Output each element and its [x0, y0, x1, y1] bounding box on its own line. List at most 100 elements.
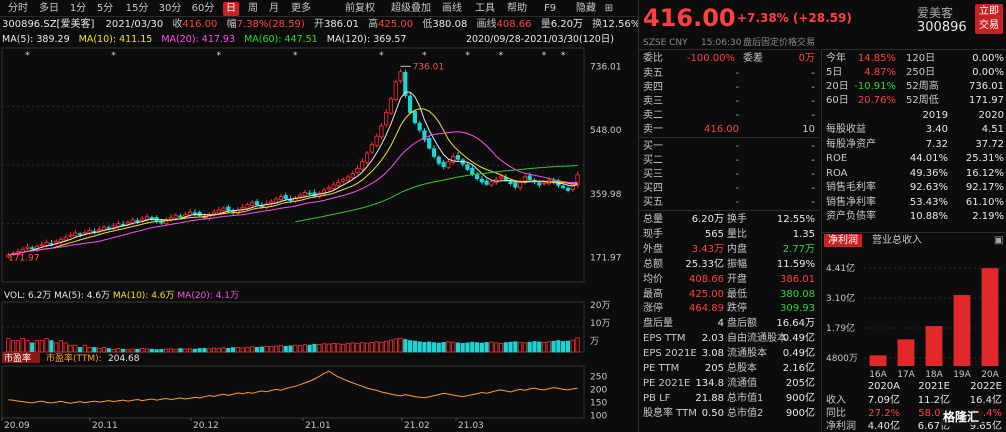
candle — [341, 179, 346, 182]
candle — [245, 204, 250, 209]
stat-label: 盘后量 — [643, 318, 673, 330]
stat-value: 134.8 — [695, 377, 724, 389]
candle — [336, 181, 341, 187]
candle — [125, 221, 130, 225]
collapse-icon[interactable]: ⊞ — [604, 3, 614, 14]
tab-daily[interactable]: 日 — [223, 2, 239, 16]
brand-watermark: 格隆汇 — [940, 408, 983, 425]
high-value: 425.00 — [378, 19, 414, 30]
stat-value: 386.01 — [780, 273, 815, 285]
candle — [527, 175, 532, 180]
stat-value: 309.93 — [780, 303, 815, 315]
event-marker: * — [25, 51, 30, 61]
tab-more[interactable]: 更多 — [291, 3, 311, 14]
volume-bar — [321, 343, 327, 353]
stock-name: 爱美客 — [917, 6, 954, 20]
volume-bar — [20, 337, 25, 353]
candle — [82, 232, 87, 235]
fin-label: 资产负债率 — [826, 211, 876, 222]
fin-value: 16.12% — [965, 167, 1004, 179]
volume-legend: VOL: 6.2万 MA(5): 4.6万 MA(10): 4.6万 MA(20… — [4, 291, 239, 301]
tab-60min[interactable]: 60分 — [191, 3, 215, 14]
price-frame — [1, 47, 585, 283]
tab-timeshare[interactable]: 分时 — [8, 3, 28, 14]
stat-label: PE 2021E — [643, 377, 691, 389]
volume-bar — [293, 344, 298, 353]
candle — [278, 196, 284, 200]
stat-label: 股息率 TTM — [643, 407, 697, 419]
hide-button[interactable]: 隐藏 — [576, 3, 596, 14]
adjust-forward-button[interactable]: 前复权 — [345, 3, 375, 14]
candle — [422, 130, 427, 140]
volume-bar — [407, 340, 413, 353]
tab-5min[interactable]: 5分 — [96, 3, 114, 14]
forecast-year: 2020A — [867, 381, 900, 392]
candle — [355, 167, 360, 173]
bid-volume: - — [811, 197, 815, 208]
ask-label: 卖四 — [643, 82, 663, 93]
bar — [869, 355, 887, 366]
tab-multiday[interactable]: 多日 — [39, 3, 59, 14]
volume-bar — [274, 345, 279, 353]
candle — [30, 247, 35, 250]
candle — [326, 187, 331, 190]
date-tick: 20.09 — [4, 421, 30, 431]
event-marker: * — [293, 51, 298, 61]
trade-button[interactable]: 立即交易 — [975, 4, 1003, 34]
volume-bar — [68, 344, 73, 353]
event-marker: * — [111, 51, 116, 61]
tab-15min[interactable]: 15分 — [125, 3, 149, 14]
kline-chart[interactable]: 736.01 548.00 359.98 171.97 736.01 171.97 * * * *… — [0, 46, 638, 432]
ask-label: 卖五 — [643, 68, 663, 79]
forecast-value: 46.4% — [970, 408, 1002, 419]
draw-line-button[interactable]: 画线 — [442, 3, 462, 14]
forecast-value: 4.40亿 — [867, 421, 900, 432]
candle — [130, 219, 135, 224]
bar — [981, 268, 999, 366]
stat-label: PB LF — [643, 392, 671, 404]
volume-bar — [498, 342, 504, 353]
high-label: 高 — [368, 19, 379, 30]
help-button[interactable]: 帮助 — [507, 3, 527, 14]
stat-value: 2.77万 — [782, 243, 815, 255]
candle — [159, 221, 164, 224]
tab-net-profit[interactable]: 净利润 — [824, 234, 862, 247]
diff-value: 0万 — [798, 53, 815, 64]
volume-bar — [297, 345, 303, 353]
date-tick: 20.11 — [92, 421, 118, 431]
expand-icon[interactable]: ▣ — [994, 235, 1004, 246]
candle — [522, 176, 527, 184]
volume-tick: 万 — [590, 337, 599, 347]
f9-button[interactable]: F9 — [543, 3, 557, 14]
stat-value: 11.59% — [776, 258, 815, 270]
tab-revenue[interactable]: 营业总收入 — [872, 235, 922, 246]
stat-value: 6.20万 — [691, 214, 724, 225]
candle — [116, 223, 121, 227]
fin-value: 3.40 — [925, 124, 948, 135]
candle — [211, 211, 217, 215]
tools-button[interactable]: 工具 — [475, 3, 495, 14]
volume-bar — [427, 341, 432, 353]
volume-bar — [341, 343, 346, 353]
bar-tick: 3.10亿 — [826, 292, 855, 304]
volume-bar — [15, 340, 20, 353]
ask-price: - — [735, 96, 739, 107]
pe-tick: 100 — [590, 411, 607, 421]
fin-value: 4.51 — [981, 124, 1004, 135]
bid-label: 买四 — [643, 183, 663, 194]
tab-monthly[interactable]: 月 — [269, 3, 279, 14]
date-range: 2020/09/28-2021/03/30(120日) — [466, 34, 614, 45]
overlay-button[interactable]: 超级叠加 — [391, 3, 431, 14]
stat-value: 464.89 — [689, 303, 724, 315]
candle — [39, 244, 44, 247]
candle — [144, 216, 150, 221]
fin-label: 每股收益 — [826, 124, 866, 135]
tab-30min[interactable]: 30分 — [158, 3, 182, 14]
forecast-value: 27.2% — [868, 408, 900, 419]
tab-weekly[interactable]: 周 — [248, 3, 258, 14]
volume-legend-item: MA(20): 4.1万 — [177, 291, 239, 301]
stat-value: 0.49亿 — [782, 333, 815, 345]
tab-1min[interactable]: 1分 — [69, 3, 87, 14]
volume-legend-item: MA(5): 4.6万 — [54, 291, 113, 301]
candle — [331, 184, 336, 189]
